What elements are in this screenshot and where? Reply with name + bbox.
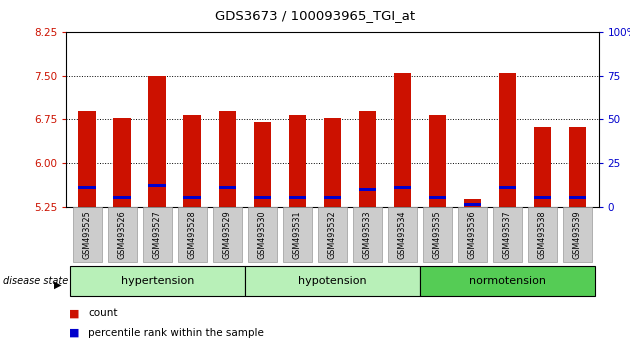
Bar: [253, 195, 271, 199]
Bar: [78, 186, 96, 189]
Text: GSM493536: GSM493536: [468, 210, 477, 259]
Text: GSM493530: GSM493530: [258, 210, 266, 259]
Text: disease state: disease state: [3, 275, 69, 286]
Bar: [283, 207, 312, 262]
Bar: [78, 111, 96, 207]
Text: normotension: normotension: [469, 275, 546, 286]
Bar: [423, 207, 452, 262]
Bar: [324, 195, 341, 199]
Bar: [464, 200, 481, 207]
Bar: [499, 186, 516, 189]
Bar: [178, 207, 207, 262]
Bar: [149, 184, 166, 187]
Text: GDS3673 / 100093965_TGI_at: GDS3673 / 100093965_TGI_at: [215, 9, 415, 22]
Text: GSM493525: GSM493525: [83, 210, 91, 259]
Bar: [420, 266, 595, 296]
Bar: [245, 266, 420, 296]
Bar: [358, 188, 376, 191]
Text: GSM493531: GSM493531: [293, 210, 302, 259]
Text: GSM493539: GSM493539: [573, 210, 582, 259]
Bar: [569, 127, 587, 207]
Bar: [324, 118, 341, 207]
Bar: [219, 186, 236, 189]
Bar: [73, 207, 101, 262]
Bar: [569, 195, 587, 199]
Text: hypotension: hypotension: [298, 275, 367, 286]
Bar: [248, 207, 277, 262]
Bar: [149, 76, 166, 207]
Bar: [428, 115, 446, 207]
Bar: [534, 195, 551, 199]
Bar: [353, 207, 382, 262]
Bar: [213, 207, 242, 262]
Text: ■: ■: [69, 308, 80, 318]
Text: GSM493538: GSM493538: [538, 210, 547, 259]
Text: GSM493532: GSM493532: [328, 210, 337, 259]
Text: hypertension: hypertension: [120, 275, 194, 286]
Bar: [428, 195, 446, 199]
Bar: [394, 186, 411, 189]
Bar: [289, 115, 306, 207]
Text: ▶: ▶: [54, 280, 61, 290]
Bar: [534, 127, 551, 207]
Bar: [499, 73, 516, 207]
Bar: [70, 266, 245, 296]
Bar: [108, 207, 137, 262]
Bar: [528, 207, 557, 262]
Bar: [289, 195, 306, 199]
Bar: [464, 202, 481, 206]
Text: percentile rank within the sample: percentile rank within the sample: [88, 328, 264, 338]
Text: GSM493527: GSM493527: [152, 210, 162, 259]
Text: count: count: [88, 308, 118, 318]
Bar: [458, 207, 487, 262]
Bar: [253, 122, 271, 207]
Bar: [358, 111, 376, 207]
Bar: [318, 207, 346, 262]
Bar: [563, 207, 592, 262]
Text: GSM493528: GSM493528: [188, 210, 197, 259]
Text: GSM493534: GSM493534: [398, 210, 407, 259]
Text: GSM493529: GSM493529: [223, 210, 232, 259]
Bar: [219, 111, 236, 207]
Bar: [388, 207, 416, 262]
Text: GSM493537: GSM493537: [503, 210, 512, 259]
Text: ■: ■: [69, 328, 80, 338]
Text: GSM493533: GSM493533: [363, 210, 372, 259]
Bar: [394, 73, 411, 207]
Text: GSM493535: GSM493535: [433, 210, 442, 259]
Bar: [183, 195, 201, 199]
Bar: [113, 118, 131, 207]
Bar: [493, 207, 522, 262]
Bar: [183, 115, 201, 207]
Bar: [113, 195, 131, 199]
Text: GSM493526: GSM493526: [118, 210, 127, 259]
Bar: [143, 207, 171, 262]
